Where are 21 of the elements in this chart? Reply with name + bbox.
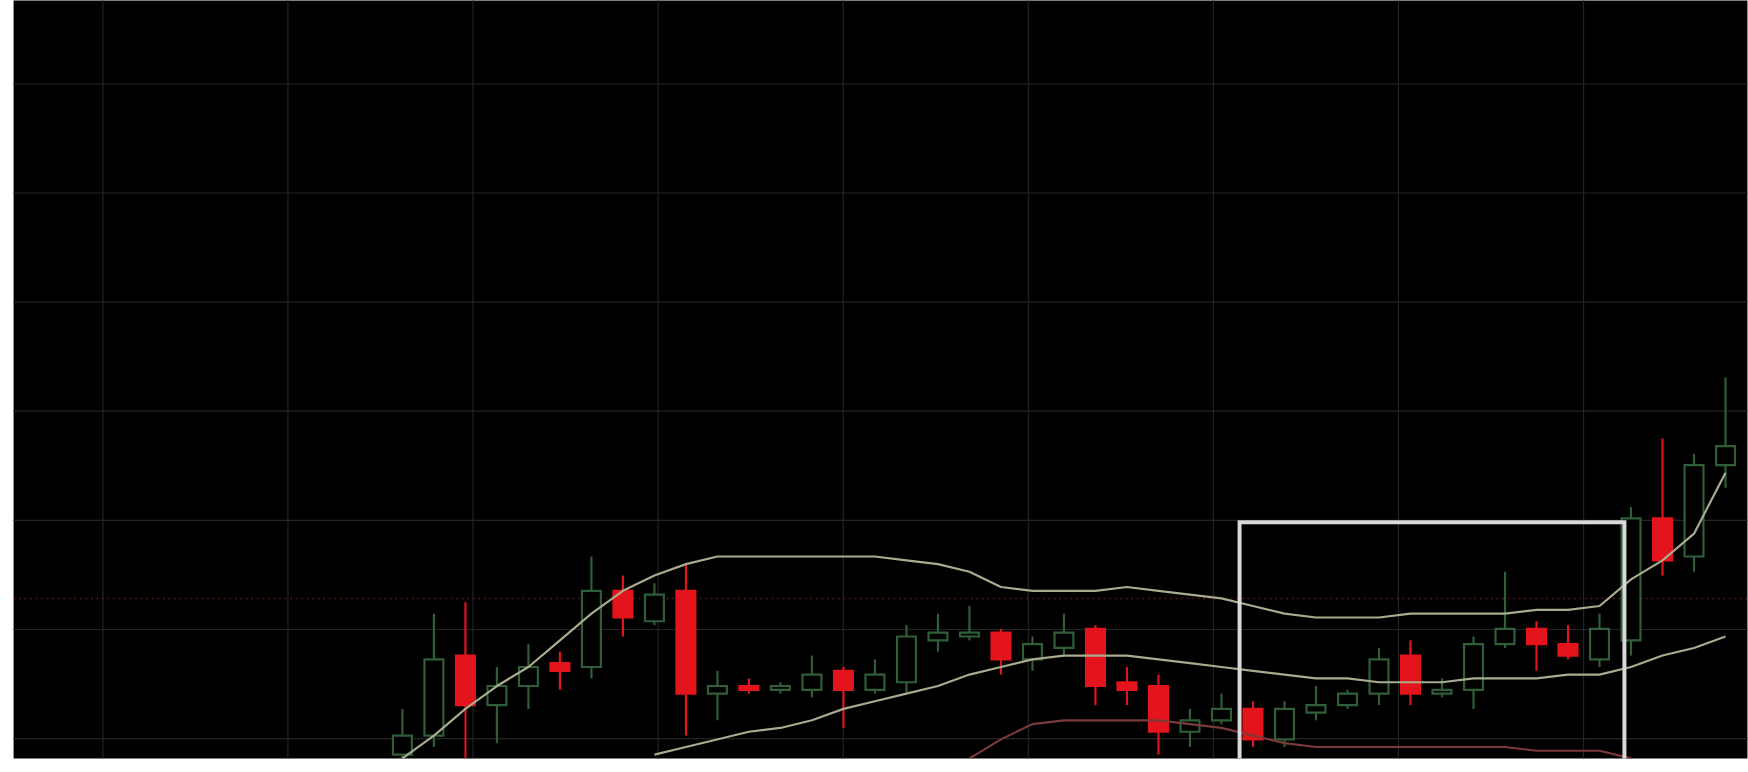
candlestick	[1399, 639, 1422, 707]
candlestick	[832, 665, 854, 730]
candlestick	[580, 555, 602, 680]
candlestick	[1714, 376, 1737, 490]
candlestick	[706, 669, 728, 722]
candlestick	[1651, 437, 1674, 577]
candlestick	[675, 563, 697, 737]
candlestick	[1147, 673, 1170, 756]
candlestick	[454, 601, 476, 759]
candlestick	[895, 623, 917, 695]
candlestick	[1084, 623, 1106, 707]
candlestick	[643, 582, 665, 627]
candlestick	[1462, 635, 1485, 710]
candlestick	[486, 665, 508, 745]
candlestick	[1525, 620, 1548, 672]
candlestick	[1588, 612, 1611, 669]
candlestick	[1210, 692, 1233, 726]
candlestick	[517, 643, 539, 710]
candlestick	[1021, 635, 1043, 672]
candlestick	[1336, 688, 1359, 710]
candlestick	[769, 681, 791, 695]
